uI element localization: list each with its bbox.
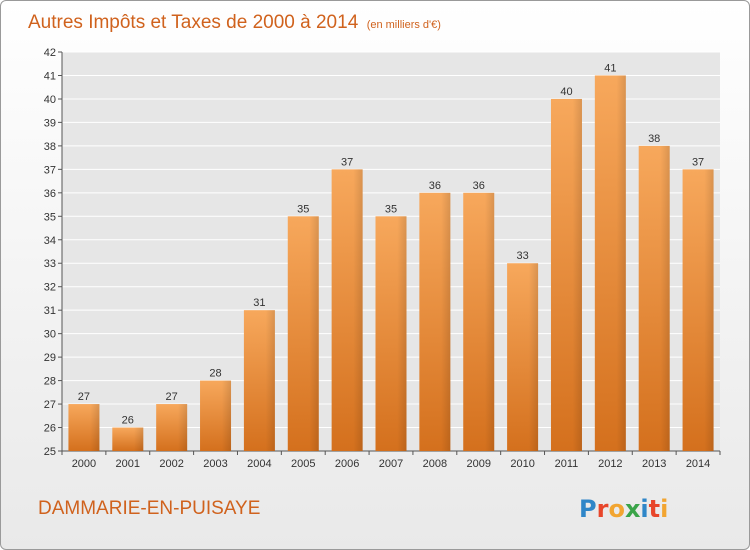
bar-shade [507, 263, 539, 451]
bar-shade [594, 75, 626, 452]
y-tick-label: 31 [44, 305, 56, 317]
bar-value-label: 35 [385, 203, 397, 215]
bar-value-label: 27 [78, 391, 90, 403]
chart-title: Autres Impôts et Taxes de 2000 à 2014 [28, 12, 359, 33]
y-tick-label: 30 [44, 329, 56, 341]
bar-shade [550, 98, 582, 452]
x-tick-label: 2014 [686, 458, 710, 470]
bar-value-label: 36 [473, 180, 485, 192]
bar-value-label: 28 [209, 368, 221, 380]
y-tick-label: 36 [44, 188, 56, 200]
x-tick-label: 2005 [291, 458, 315, 470]
bar-shade [112, 427, 144, 451]
x-tick-label: 2000 [72, 458, 96, 470]
bar-value-label: 37 [341, 156, 353, 168]
x-tick-label: 2013 [642, 458, 666, 470]
bar-shade [200, 380, 232, 451]
y-tick-label: 26 [44, 423, 56, 435]
bar-shade [156, 404, 188, 451]
bar-value-label: 36 [429, 180, 441, 192]
y-tick-label: 34 [44, 235, 56, 247]
y-tick-label: 29 [44, 352, 56, 364]
y-tick-label: 41 [44, 70, 56, 82]
x-tick-label: 2006 [335, 458, 359, 470]
bar-shade [638, 145, 670, 451]
city-name: DAMMARIE-EN-PUISAYE [38, 498, 260, 519]
x-tick-label: 2011 [555, 458, 579, 470]
bar-value-label: 26 [122, 415, 134, 427]
bar-value-label: 38 [648, 133, 660, 145]
bar-shade [68, 404, 100, 451]
x-tick-label: 2003 [203, 458, 227, 470]
bar-value-label: 40 [560, 86, 572, 98]
bar-value-label: 33 [516, 250, 528, 262]
y-tick-label: 37 [44, 164, 56, 176]
bar-shade [375, 216, 407, 451]
y-tick-label: 32 [44, 282, 56, 294]
y-tick-label: 38 [44, 141, 56, 153]
x-tick-label: 2001 [116, 458, 140, 470]
bar-value-label: 27 [166, 391, 178, 403]
plot-area: 25 26 27 28 29 30 31 32 33 34 35 36 37 38 39 40 41 42 27 20… [44, 47, 721, 470]
x-tick-label: 2008 [423, 458, 447, 470]
logo-text: Proxiti [579, 495, 668, 523]
chart-unit: (en milliers d'€) [367, 19, 441, 31]
y-tick-label: 25 [44, 446, 56, 458]
y-tick-label: 27 [44, 399, 56, 411]
bar-value-label: 31 [253, 297, 265, 309]
bar-shade [243, 310, 275, 451]
proxiti-logo: Proxiti [579, 495, 668, 523]
bar-shade [331, 169, 363, 451]
bar-value-label: 35 [297, 203, 309, 215]
y-tick-label: 33 [44, 258, 56, 270]
x-tick-label: 2009 [466, 458, 490, 470]
bar-shade [463, 192, 495, 451]
x-tick-label: 2012 [598, 458, 622, 470]
x-tick-label: 2007 [379, 458, 403, 470]
y-tick-label: 35 [44, 211, 56, 223]
x-tick-label: 2010 [510, 458, 534, 470]
bar-shade [419, 192, 451, 451]
bar-shade [287, 216, 319, 451]
bar-value-label: 41 [604, 62, 616, 74]
bar-shade [682, 169, 714, 451]
bar-value-label: 37 [692, 156, 704, 168]
y-tick-label: 28 [44, 376, 56, 388]
y-tick-label: 40 [44, 94, 56, 106]
y-tick-label: 39 [44, 117, 56, 129]
x-tick-label: 2002 [159, 458, 183, 470]
x-tick-label: 2004 [247, 458, 271, 470]
y-tick-label: 42 [44, 47, 56, 59]
